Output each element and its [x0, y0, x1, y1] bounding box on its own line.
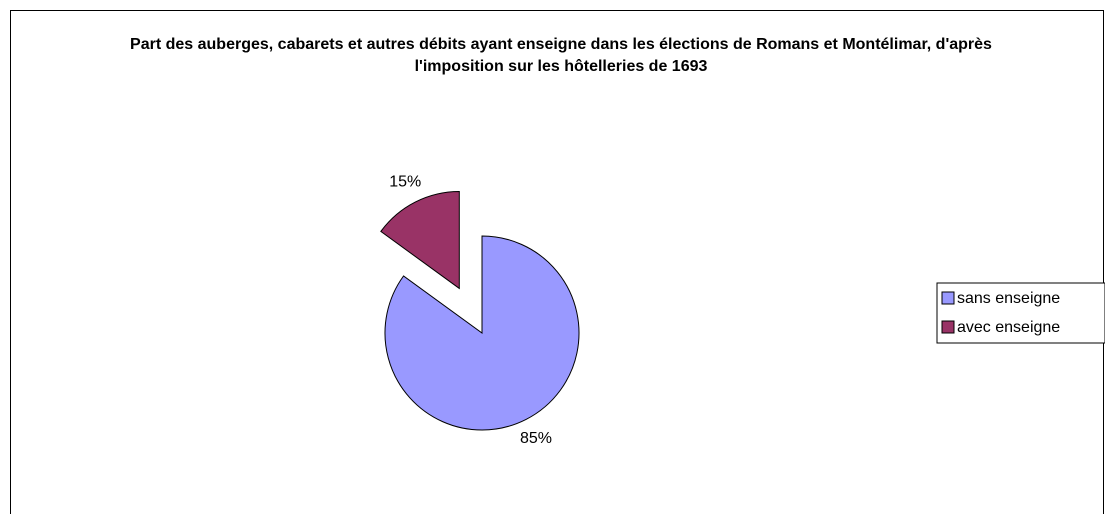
data-label: 85%: [520, 430, 552, 447]
legend-box: [936, 282, 1105, 344]
pie-slice: [384, 235, 580, 431]
legend-swatch: [941, 320, 955, 334]
data-label: 15%: [389, 174, 421, 191]
chart-frame: [10, 10, 1104, 514]
chart-title: Part des auberges, cabarets et autres dé…: [130, 36, 992, 75]
legend-label: avec enseigne: [957, 319, 1060, 336]
pie-slice: [380, 190, 460, 290]
legend-swatch: [941, 291, 955, 305]
legend-label: sans enseigne: [957, 290, 1060, 307]
